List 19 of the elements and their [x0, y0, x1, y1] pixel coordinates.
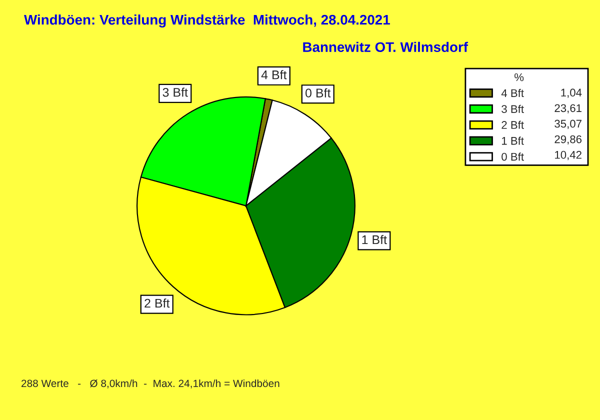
legend-label: 1 Bft — [502, 136, 524, 145]
legend-title: % — [514, 73, 524, 82]
data-label: 10,42 — [555, 150, 582, 160]
data-label: 29,86 — [554, 135, 582, 145]
legend-label: 4 Bft — [501, 88, 524, 98]
data-label: 23,61 — [554, 104, 582, 114]
data-label: 35,07 — [554, 120, 582, 129]
chart-subtitle: Bannewitz OT. Wilmsdorf — [303, 42, 468, 52]
chart-title: Windböen: Verteilung Windstärke Mittwoch, 28.04.2021 — [24, 14, 390, 28]
legend-label: 3 Bft — [502, 104, 524, 113]
slice-label: 4 Bft — [261, 70, 287, 80]
slice-label: 1 Bft — [362, 234, 387, 244]
slice-label: 2 Bft — [144, 298, 170, 308]
slice-label: 3 Bft — [162, 88, 188, 97]
legend-label: 0 Bft — [502, 152, 524, 161]
slice-label: 0 Bft — [306, 88, 331, 98]
legend-label: 2 Bft — [502, 120, 524, 129]
text: 288 Werte - Ø 8,0km/h - Max. 24,1km/h = Windböen — [22, 379, 280, 388]
data-label: 1,04 — [561, 88, 582, 98]
